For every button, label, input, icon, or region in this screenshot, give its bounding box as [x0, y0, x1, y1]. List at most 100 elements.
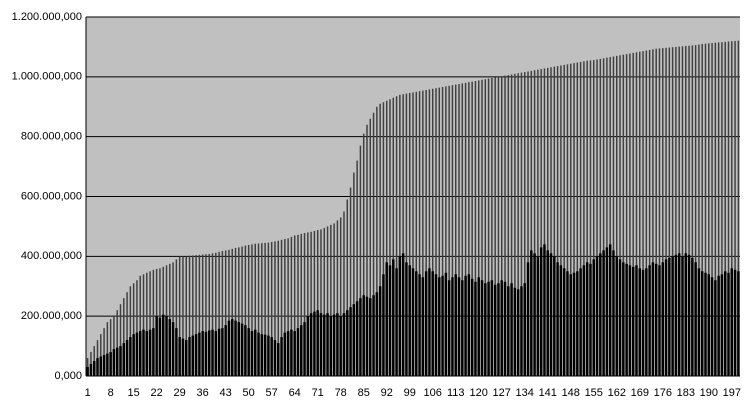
bar [671, 256, 674, 376]
bar [458, 84, 460, 376]
bar [280, 239, 283, 376]
bar [375, 292, 379, 376]
bar [138, 331, 142, 376]
bar [677, 253, 681, 376]
bar [192, 255, 194, 376]
bar [234, 247, 237, 376]
bar [241, 246, 243, 376]
bar [445, 86, 447, 376]
bar [343, 211, 345, 376]
bar [724, 41, 726, 376]
bar [556, 262, 559, 376]
bar [592, 259, 595, 376]
bar [270, 337, 273, 376]
bar [625, 54, 628, 376]
bar [612, 56, 615, 377]
bar [487, 281, 490, 376]
bar [461, 280, 464, 376]
bar [287, 238, 289, 376]
bar [178, 256, 181, 376]
x-tick-label: 78 [335, 387, 347, 399]
bar [513, 287, 517, 376]
bar [579, 61, 582, 376]
bar [444, 272, 448, 376]
x-tick-label: 57 [266, 387, 278, 399]
bar [422, 90, 424, 376]
bar [500, 76, 503, 377]
bar [514, 73, 516, 376]
bar [161, 314, 165, 376]
bar [537, 69, 539, 377]
bar [408, 92, 411, 376]
bar [566, 271, 569, 376]
bar [497, 76, 500, 376]
bar [296, 328, 300, 376]
x-tick-label: 50 [243, 387, 255, 399]
bar [122, 343, 126, 376]
bar [264, 242, 266, 376]
bar [366, 124, 368, 376]
bar [405, 93, 408, 376]
bar [612, 250, 615, 376]
bar [96, 358, 99, 376]
bar [125, 340, 129, 376]
bar [553, 66, 556, 376]
bar [711, 43, 713, 377]
bar [211, 329, 214, 376]
bar [237, 322, 241, 376]
bar [290, 236, 293, 376]
bar [421, 277, 425, 376]
bar [251, 244, 253, 376]
bar [408, 265, 411, 376]
bar [224, 325, 227, 376]
bar [362, 133, 365, 376]
bar [247, 328, 250, 376]
bar [655, 48, 657, 376]
bar [418, 274, 421, 376]
bar [481, 79, 483, 376]
bar [507, 75, 510, 376]
bar [115, 347, 119, 376]
bar [244, 245, 247, 376]
bar [546, 250, 549, 376]
bar [352, 304, 356, 376]
bar [313, 311, 316, 376]
bar [616, 55, 618, 377]
bar [484, 79, 487, 376]
bar [316, 310, 319, 376]
bar [582, 265, 586, 376]
bar [178, 337, 181, 376]
bar [250, 331, 254, 376]
bar [599, 58, 602, 377]
bar [625, 263, 628, 376]
bar [527, 71, 529, 376]
bar [570, 63, 572, 377]
bar [510, 74, 513, 376]
bar [116, 310, 118, 376]
bar [737, 271, 740, 376]
bar [454, 84, 457, 376]
bar [583, 61, 585, 376]
bar [240, 323, 244, 376]
x-tick-label: 85 [358, 387, 370, 399]
bar [648, 49, 651, 377]
bar [418, 91, 421, 377]
bar [457, 277, 461, 376]
bar [599, 253, 602, 376]
bar [477, 80, 480, 376]
bar [468, 82, 470, 377]
bar [572, 272, 576, 376]
bar [395, 96, 398, 376]
bar [119, 304, 122, 376]
bar [359, 298, 362, 376]
bar [109, 319, 112, 376]
bar [586, 60, 588, 376]
bar [113, 316, 115, 376]
x-tick-label: 92 [381, 387, 393, 399]
bar [652, 49, 654, 377]
bar [629, 53, 631, 377]
bar [434, 274, 438, 376]
bar [369, 298, 372, 376]
y-tick-label: 0,000 [54, 370, 82, 382]
bar [385, 262, 388, 376]
